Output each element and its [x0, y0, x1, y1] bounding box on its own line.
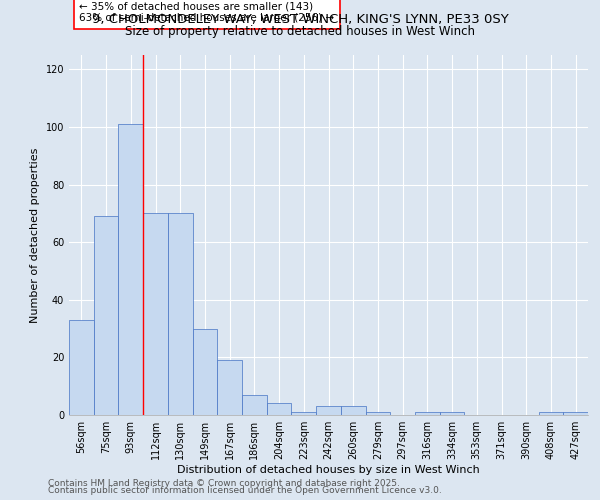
Bar: [563, 412, 588, 415]
Bar: [217, 360, 242, 415]
Bar: [365, 412, 390, 415]
Bar: [69, 320, 94, 415]
Bar: [440, 412, 464, 415]
Bar: [267, 404, 292, 415]
Y-axis label: Number of detached properties: Number of detached properties: [30, 148, 40, 322]
Text: 9, CHOLMONDELEY WAY, WEST WINCH, KING'S LYNN, PE33 0SY: 9, CHOLMONDELEY WAY, WEST WINCH, KING'S …: [92, 12, 508, 26]
Bar: [143, 214, 168, 415]
Bar: [341, 406, 365, 415]
Bar: [316, 406, 341, 415]
Bar: [292, 412, 316, 415]
Bar: [94, 216, 118, 415]
Bar: [539, 412, 563, 415]
Text: Contains HM Land Registry data © Crown copyright and database right 2025.: Contains HM Land Registry data © Crown c…: [48, 478, 400, 488]
Bar: [193, 328, 217, 415]
Bar: [242, 395, 267, 415]
Bar: [118, 124, 143, 415]
Text: Size of property relative to detached houses in West Winch: Size of property relative to detached ho…: [125, 25, 475, 38]
Bar: [415, 412, 440, 415]
Text: Contains public sector information licensed under the Open Government Licence v3: Contains public sector information licen…: [48, 486, 442, 495]
X-axis label: Distribution of detached houses by size in West Winch: Distribution of detached houses by size …: [177, 465, 480, 475]
Text: 9 CHOLMONDELEY WAY: 105sqm
← 35% of detached houses are smaller (143)
63% of sem: 9 CHOLMONDELEY WAY: 105sqm ← 35% of deta…: [79, 0, 335, 24]
Bar: [168, 214, 193, 415]
